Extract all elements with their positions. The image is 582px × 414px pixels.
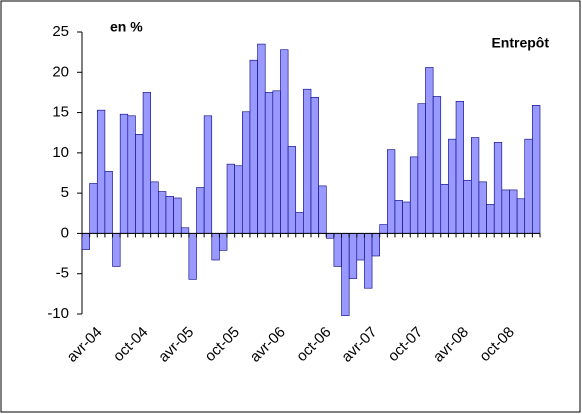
bar xyxy=(409,156,419,234)
bar xyxy=(387,149,396,234)
bar xyxy=(112,233,121,267)
bar xyxy=(287,146,297,234)
bar xyxy=(325,233,335,239)
bar xyxy=(524,138,533,234)
bar xyxy=(234,165,243,234)
bar xyxy=(196,187,205,234)
bar xyxy=(486,204,495,234)
chart-title: en % xyxy=(110,19,143,35)
bar xyxy=(470,137,480,234)
bar xyxy=(89,183,98,234)
y-tick-label: 25 xyxy=(52,23,69,40)
bar xyxy=(440,183,449,234)
bar xyxy=(455,100,464,234)
y-tick-label: 5 xyxy=(61,184,69,201)
bar xyxy=(371,233,381,257)
y-tick-label: -5 xyxy=(56,265,69,282)
bar xyxy=(501,189,510,234)
bar xyxy=(104,171,113,234)
bar xyxy=(249,59,258,234)
bar xyxy=(432,96,442,234)
bar xyxy=(150,181,159,234)
bar xyxy=(348,233,358,279)
bar xyxy=(188,233,197,280)
bar xyxy=(242,111,251,234)
bar xyxy=(310,96,319,234)
y-tick-label: 15 xyxy=(52,104,69,121)
bar xyxy=(394,200,403,234)
bar xyxy=(448,138,457,234)
bar xyxy=(516,198,526,234)
bar xyxy=(493,142,503,234)
bar xyxy=(257,43,266,234)
bar xyxy=(211,233,220,261)
bar xyxy=(280,49,289,234)
bar xyxy=(264,92,274,234)
bar xyxy=(119,113,129,234)
bar xyxy=(96,109,106,234)
bar xyxy=(127,115,136,234)
bar xyxy=(272,90,281,234)
bar xyxy=(226,163,235,234)
bar xyxy=(356,233,365,261)
bar xyxy=(463,179,472,234)
bar xyxy=(142,92,151,234)
bar xyxy=(341,233,350,316)
bar xyxy=(295,212,304,234)
bar xyxy=(509,189,518,234)
bar xyxy=(135,134,144,234)
bar xyxy=(158,191,167,234)
annotation: Entrepôt xyxy=(491,35,549,51)
bar xyxy=(165,196,174,234)
bar xyxy=(333,233,342,267)
y-tick-label: -10 xyxy=(47,305,69,322)
bar xyxy=(478,181,487,234)
bar xyxy=(402,201,411,234)
bar xyxy=(379,224,388,234)
y-tick-label: 0 xyxy=(61,224,69,241)
bar xyxy=(425,67,434,234)
bar xyxy=(203,115,213,234)
bar xyxy=(532,105,541,234)
y-tick-label: 10 xyxy=(52,144,69,161)
bar xyxy=(318,185,327,234)
bar xyxy=(81,233,90,250)
bar xyxy=(303,88,312,234)
bar xyxy=(364,233,373,289)
bar xyxy=(180,227,190,234)
y-tick-label: 20 xyxy=(52,63,69,80)
bar xyxy=(417,103,426,234)
bar xyxy=(173,197,182,234)
bar xyxy=(219,233,228,251)
